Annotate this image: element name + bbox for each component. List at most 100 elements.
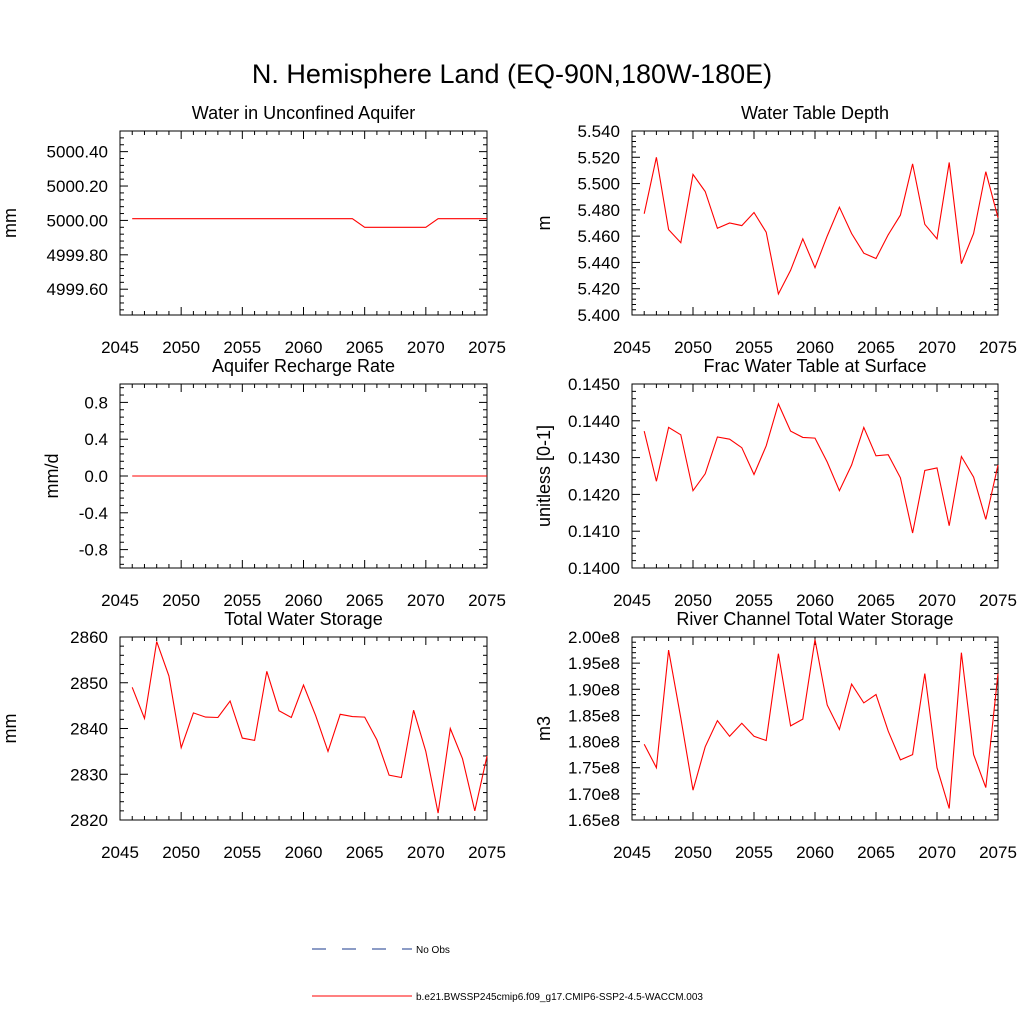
x-tick-label: 2045	[613, 591, 651, 610]
x-tick-label: 2060	[285, 338, 323, 357]
x-tick-label: 2065	[857, 338, 895, 357]
x-tick-label: 2055	[223, 843, 261, 862]
series-line	[132, 218, 487, 228]
plot-frame	[631, 130, 999, 316]
panel-2: Water Table Depth m 2045 2050 2055 2060 2065 20…	[534, 103, 1017, 357]
x-tick-label: 2045	[101, 338, 139, 357]
y-tick-label: 1.65e8	[568, 811, 620, 830]
y-tick-label: 1.80e8	[568, 733, 620, 752]
panel-title: Water Table Depth	[741, 103, 889, 123]
panel-title: Frac Water Table at Surface	[703, 356, 926, 376]
panel-3: Aquifer Recharge Rate mm/d 2045 2050 2055 206…	[42, 356, 506, 610]
y-tick-label: -0.4	[79, 504, 108, 523]
x-tick-label: 2065	[346, 338, 384, 357]
legend-label-model: b.e21.BWSSP245cmip6.f09_g17.CMIP6-SSP2-4…	[416, 992, 703, 1003]
y-tick-label: -0.8	[79, 541, 108, 560]
panel-title: Aquifer Recharge Rate	[212, 356, 395, 376]
y-axis-label: mm	[0, 714, 20, 744]
y-tick-label: 1.70e8	[568, 785, 620, 804]
panel-6: River Channel Total Water Storage m3 2045 2…	[534, 609, 1017, 862]
x-tick-label: 2065	[857, 591, 895, 610]
x-tick-label: 2050	[674, 591, 712, 610]
y-axis-label: unitless [0-1]	[534, 425, 554, 527]
x-tick-label: 2050	[674, 338, 712, 357]
x-tick-label: 2065	[346, 843, 384, 862]
y-tick-label: 5.500	[577, 175, 620, 194]
x-tick-label: 2050	[674, 843, 712, 862]
y-tick-label: 5.460	[577, 227, 620, 246]
x-tick-label: 2045	[101, 843, 139, 862]
y-tick-label: 2860	[70, 628, 108, 647]
x-tick-label: 2050	[162, 338, 200, 357]
y-tick-label: 2830	[70, 765, 108, 784]
panel-5: Total Water Storage mm 2045 2050 2055 2060 206…	[0, 609, 506, 862]
legend: No Obs b.e21.BWSSP245cmip6.f09_g17.CMIP6…	[312, 945, 703, 1003]
x-tick-label: 2075	[468, 338, 506, 357]
x-tick-label: 2055	[223, 338, 261, 357]
y-tick-label: 0.1430	[568, 449, 620, 468]
y-tick-label: 2820	[70, 811, 108, 830]
y-tick-label: 1.85e8	[568, 706, 620, 725]
x-tick-label: 2070	[918, 843, 956, 862]
y-tick-label: 0.1410	[568, 522, 620, 541]
y-tick-label: 0.1450	[568, 375, 620, 394]
panel-title: Total Water Storage	[224, 609, 382, 629]
y-tick-label: 5.420	[577, 280, 620, 299]
x-tick-label: 2075	[468, 843, 506, 862]
x-tick-label: 2045	[101, 591, 139, 610]
x-tick-label: 2055	[735, 591, 773, 610]
panel-title: River Channel Total Water Storage	[676, 609, 953, 629]
x-tick-label: 2060	[796, 591, 834, 610]
x-tick-label: 2055	[735, 843, 773, 862]
series-line	[643, 639, 999, 809]
series-line	[131, 641, 488, 814]
x-tick-label: 2050	[162, 843, 200, 862]
panel-1: Water in Unconfined Aquifer mm 2045 2050 205…	[0, 103, 506, 357]
y-tick-label: 2850	[70, 674, 108, 693]
y-tick-label: 2840	[70, 720, 108, 739]
x-tick-label: 2070	[918, 591, 956, 610]
x-tick-label: 2045	[613, 338, 651, 357]
y-tick-label: 5000.40	[47, 143, 108, 162]
y-tick-label: 5.440	[577, 253, 620, 272]
x-tick-label: 2070	[407, 591, 445, 610]
x-tick-label: 2050	[162, 591, 200, 610]
y-tick-label: 2.00e8	[568, 628, 620, 647]
y-axis-label: m	[534, 216, 554, 231]
x-tick-label: 2070	[407, 338, 445, 357]
y-tick-label: 0.1440	[568, 412, 620, 431]
y-axis-label: m3	[534, 716, 554, 741]
x-tick-label: 2075	[979, 591, 1017, 610]
x-tick-label: 2075	[468, 591, 506, 610]
plot-frame	[631, 636, 999, 821]
y-axis-label: mm	[0, 208, 20, 238]
plot-frame	[631, 383, 999, 569]
y-tick-label: 5.480	[577, 201, 620, 220]
x-tick-label: 2070	[407, 843, 445, 862]
x-tick-label: 2075	[979, 843, 1017, 862]
y-tick-label: 0.0	[84, 467, 108, 486]
y-tick-label: 1.90e8	[568, 680, 620, 699]
y-tick-label: 5000.00	[47, 211, 108, 230]
x-tick-label: 2060	[285, 843, 323, 862]
panels: Water in Unconfined Aquifer mm 2045 2050 205…	[0, 103, 1017, 862]
x-tick-label: 2065	[857, 843, 895, 862]
y-tick-label: 0.1400	[568, 559, 620, 578]
x-tick-label: 2060	[796, 843, 834, 862]
y-tick-label: 4999.60	[47, 280, 108, 299]
series-line	[643, 402, 999, 534]
y-tick-label: 1.75e8	[568, 759, 620, 778]
x-tick-label: 2055	[735, 338, 773, 357]
y-tick-label: 5.540	[577, 122, 620, 141]
series-line	[643, 157, 999, 296]
main-title: N. Hemisphere Land (EQ-90N,180W-180E)	[252, 59, 772, 89]
y-tick-label: 4999.80	[47, 246, 108, 265]
x-tick-label: 2070	[918, 338, 956, 357]
x-tick-label: 2075	[979, 338, 1017, 357]
y-axis-label: mm/d	[42, 454, 62, 499]
y-tick-label: 0.1420	[568, 485, 620, 504]
x-tick-label: 2065	[346, 591, 384, 610]
y-tick-label: 5000.20	[47, 177, 108, 196]
x-tick-label: 2055	[223, 591, 261, 610]
